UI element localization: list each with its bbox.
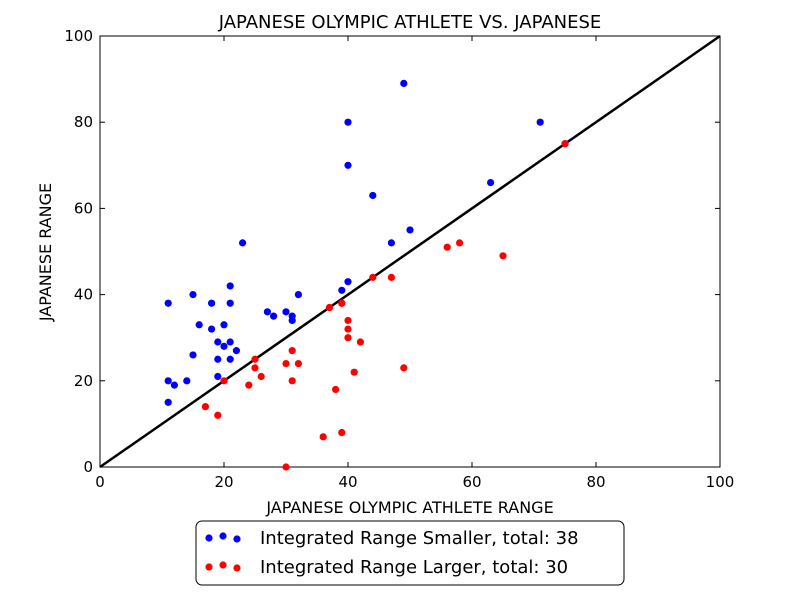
x-tick-label: 80: [586, 473, 605, 491]
data-point-series-0: [288, 316, 296, 325]
data-point-series-0: [164, 377, 172, 385]
y-tick-label: 60: [74, 199, 93, 217]
x-tick-label: 100: [706, 473, 735, 491]
data-point-series-1: [499, 252, 507, 260]
data-point-series-0: [226, 338, 234, 346]
data-point-series-0: [400, 79, 408, 88]
legend-label-series-1: Integrated Range Larger, total: 30: [260, 557, 568, 578]
data-point-series-1: [338, 428, 346, 437]
data-point-series-1: [220, 377, 228, 385]
legend-box: [195, 520, 625, 586]
data-point-series-1: [344, 334, 352, 342]
data-point-series-0: [183, 377, 191, 385]
data-point-series-0: [282, 308, 290, 316]
data-point-series-0: [214, 372, 222, 381]
data-point-series-1: [561, 140, 569, 148]
data-point-series-0: [189, 351, 197, 359]
data-point-series-1: [344, 325, 352, 333]
legend-marker-series-0: [205, 532, 241, 543]
legend-marker-dot: [219, 532, 227, 540]
data-point-series-0: [536, 118, 544, 126]
data-point-series-0: [170, 381, 178, 389]
reference-diagonal-line: [99, 34, 721, 469]
data-point-series-0: [263, 308, 271, 316]
x-axis-label: JAPANESE OLYMPIC ATHLETE RANGE: [265, 498, 553, 517]
data-point-series-1: [288, 347, 296, 355]
legend-marker-dot: [205, 534, 213, 542]
data-point-series-0: [387, 239, 395, 247]
data-point-series-1: [251, 364, 259, 372]
data-point-series-1: [245, 381, 253, 389]
data-point-series-0: [214, 355, 222, 363]
data-point-series-0: [220, 321, 228, 329]
x-axis-ticks: 0 20 40 60 80 100: [95, 36, 734, 491]
data-point-series-1: [356, 338, 364, 346]
data-point-series-0: [338, 286, 346, 294]
data-point-series-1: [288, 377, 296, 385]
data-point-series-1: [456, 239, 464, 247]
y-tick-label: 100: [64, 27, 93, 45]
data-point-series-0: [344, 161, 352, 169]
x-tick-label: 60: [462, 473, 481, 491]
data-point-series-1: [214, 411, 222, 419]
legend-marker-series-1: [205, 561, 241, 572]
data-point-series-0: [239, 239, 247, 247]
data-point-series-1: [325, 303, 333, 312]
data-point-series-0: [232, 347, 240, 355]
y-tick-label: 40: [74, 286, 93, 304]
data-point-series-1: [344, 316, 352, 325]
data-point-series-0: [195, 321, 203, 329]
chart-title: JAPANESE OLYMPIC ATHLETE VS. JAPANESE: [218, 12, 602, 33]
y-axis-label: JAPANESE RANGE: [36, 183, 55, 322]
data-point-series-1: [332, 385, 340, 394]
data-point-series-0: [220, 342, 228, 350]
legend-marker-dot: [219, 561, 227, 569]
data-point-series-1: [338, 299, 346, 307]
data-point-series-0: [214, 338, 222, 346]
plot-area: [99, 34, 721, 471]
y-tick-label: 20: [74, 372, 93, 390]
data-point-series-1: [282, 359, 290, 368]
data-point-series-0: [208, 299, 216, 307]
y-tick-label: 0: [83, 458, 93, 476]
data-point-series-0: [369, 191, 377, 200]
legend-label-series-0: Integrated Range Smaller, total: 38: [260, 528, 579, 549]
data-point-series-0: [226, 282, 234, 290]
data-point-series-0: [344, 118, 352, 126]
data-points: [164, 79, 569, 471]
data-point-series-0: [226, 355, 234, 363]
data-point-series-1: [294, 359, 302, 368]
x-tick-label: 20: [214, 473, 233, 491]
data-point-series-1: [369, 273, 377, 281]
data-point-series-0: [208, 325, 216, 333]
legend-marker-dot: [205, 563, 213, 571]
legend-marker-dot: [233, 535, 241, 543]
data-point-series-0: [487, 178, 495, 187]
y-axis-ticks: 0 20 40 60 80 100: [64, 27, 720, 476]
data-point-series-0: [164, 299, 172, 307]
data-point-series-0: [344, 278, 352, 286]
data-point-series-0: [406, 226, 414, 234]
legend: Integrated Range Smaller, total: 38 Inte…: [195, 520, 625, 586]
x-tick-label: 40: [338, 473, 357, 491]
data-point-series-1: [319, 433, 327, 441]
x-tick-label: 0: [95, 473, 105, 491]
data-point-series-0: [164, 398, 172, 406]
data-point-series-1: [257, 372, 265, 381]
data-point-series-0: [270, 312, 278, 320]
data-point-series-0: [294, 291, 302, 299]
data-point-series-1: [201, 403, 209, 411]
data-point-series-1: [443, 243, 451, 251]
y-tick-label: 80: [74, 113, 93, 131]
data-point-series-1: [282, 463, 290, 471]
data-point-series-0: [226, 299, 234, 307]
data-point-series-1: [350, 368, 358, 376]
data-point-series-0: [189, 291, 197, 299]
data-point-series-1: [251, 355, 259, 363]
data-point-series-1: [400, 364, 408, 372]
data-point-series-1: [387, 273, 395, 281]
legend-marker-dot: [233, 564, 241, 572]
